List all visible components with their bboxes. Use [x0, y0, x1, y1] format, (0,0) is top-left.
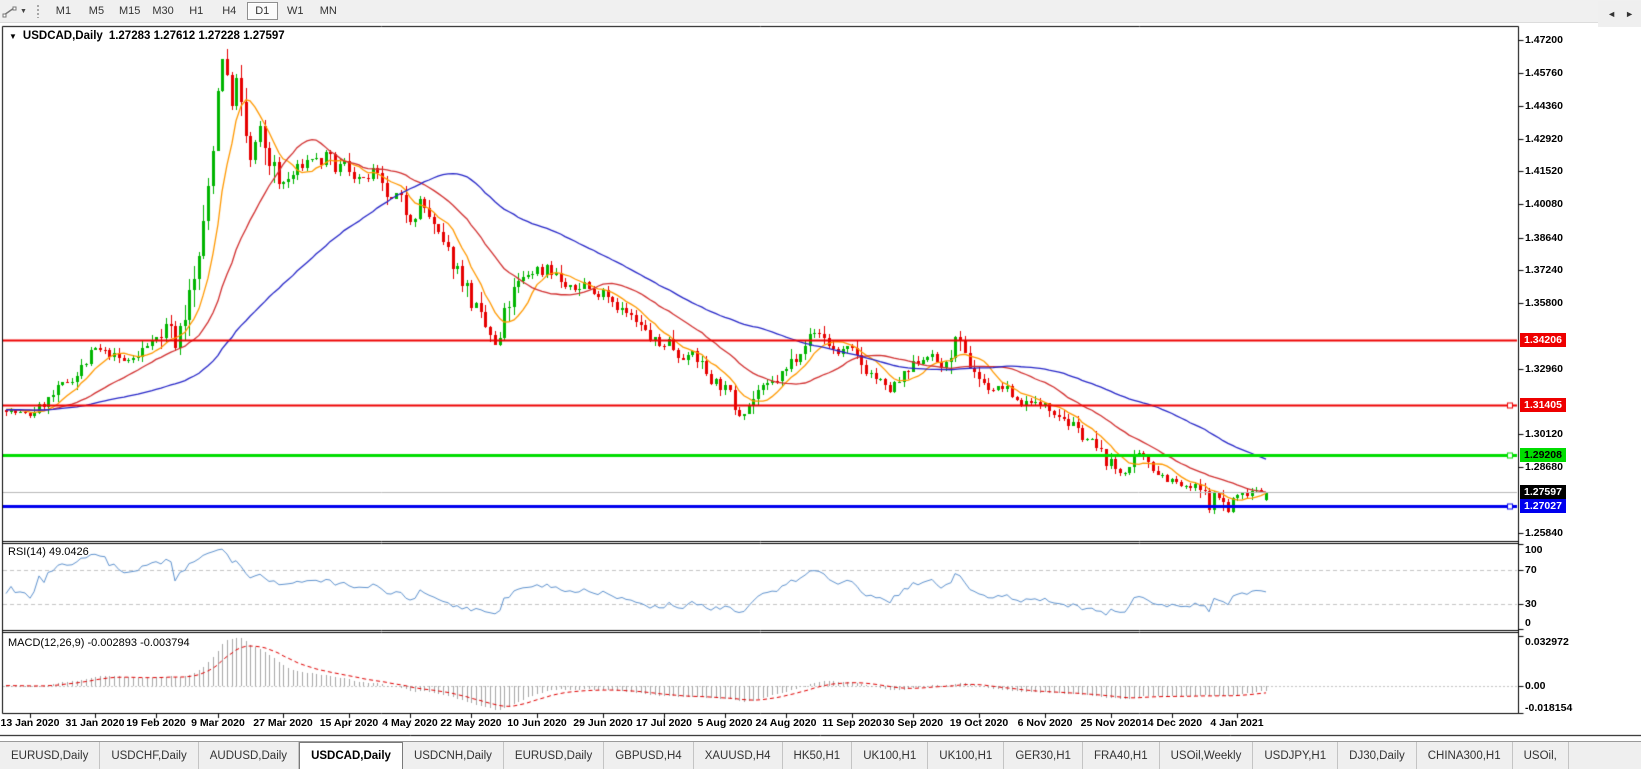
chart-tab[interactable]: EURUSD,Daily — [504, 742, 605, 769]
timeframe-button[interactable]: M15 — [114, 2, 145, 20]
chart-tab[interactable]: USDCAD,Daily — [299, 742, 403, 769]
chart-canvas[interactable] — [0, 0, 1641, 740]
toolbar: ▼ M1 M5 M15 M30 H1 H4 D1 W1 MN — [0, 0, 1641, 23]
line-tool-icon — [2, 6, 17, 17]
level-price-label[interactable]: 1.27027 — [1520, 499, 1566, 513]
chart-tab[interactable]: EURUSD,Daily — [0, 742, 101, 769]
level-price-label[interactable]: 1.29208 — [1520, 448, 1566, 462]
chart-tab[interactable]: USOil, — [1513, 742, 1569, 769]
timeframe-button[interactable]: H1 — [181, 2, 212, 20]
timeframe-button[interactable]: W1 — [280, 2, 311, 20]
chart-tab[interactable]: USDCNH,Daily — [403, 742, 504, 769]
timeframe-button[interactable]: H4 — [214, 2, 245, 20]
current-price-label: 1.27597 — [1520, 485, 1566, 499]
chart-tab[interactable]: AUDUSD,Daily — [199, 742, 300, 769]
timeframe-button[interactable]: M30 — [147, 2, 178, 20]
chart-tab[interactable]: HK50,H1 — [783, 742, 853, 769]
tab-scroll-left-icon[interactable]: ◄ — [1607, 9, 1617, 19]
chart-tab[interactable]: DJ30,Daily — [1338, 742, 1417, 769]
timeframe-button[interactable]: M1 — [48, 2, 79, 20]
chart-tab-bar: EURUSD,Daily USDCHF,Daily AUDUSD,Daily USDC… — [0, 741, 1641, 769]
timeframe-button[interactable]: MN — [313, 2, 344, 20]
chart-tab[interactable]: USOil,Weekly — [1160, 742, 1254, 769]
chart-tab[interactable]: UK100,H1 — [852, 742, 929, 769]
chart-tab[interactable]: USDCHF,Daily — [100, 742, 199, 769]
line-tool-button[interactable]: ▼ — [0, 0, 32, 22]
tab-scroll-right-icon[interactable]: ► — [1625, 9, 1634, 19]
chart-tab[interactable]: UK100,H1 — [928, 742, 1005, 769]
chart-tab[interactable]: GER30,H1 — [1004, 742, 1083, 769]
tab-scroll-arrows: ◄ ► — [1598, 1, 1641, 27]
toolbar-drag-handle[interactable] — [35, 4, 40, 18]
timeframe-button[interactable]: D1 — [246, 2, 278, 20]
level-price-label[interactable]: 1.31405 — [1520, 398, 1566, 412]
chart-tab[interactable]: XAUUSD,H4 — [694, 742, 783, 769]
chart-tab[interactable]: FRA40,H1 — [1083, 742, 1160, 769]
level-price-label[interactable]: 1.34206 — [1520, 333, 1566, 347]
chart-tab[interactable]: CHINA300,H1 — [1417, 742, 1513, 769]
chart-tab[interactable]: USDJPY,H1 — [1253, 742, 1339, 769]
dropdown-caret-icon: ▼ — [20, 7, 27, 15]
timeframe-button-group: M1 M5 M15 M30 H1 H4 D1 W1 MN — [47, 0, 345, 22]
chart-tab[interactable]: GBPUSD,H4 — [604, 742, 694, 769]
timeframe-button[interactable]: M5 — [81, 2, 112, 20]
